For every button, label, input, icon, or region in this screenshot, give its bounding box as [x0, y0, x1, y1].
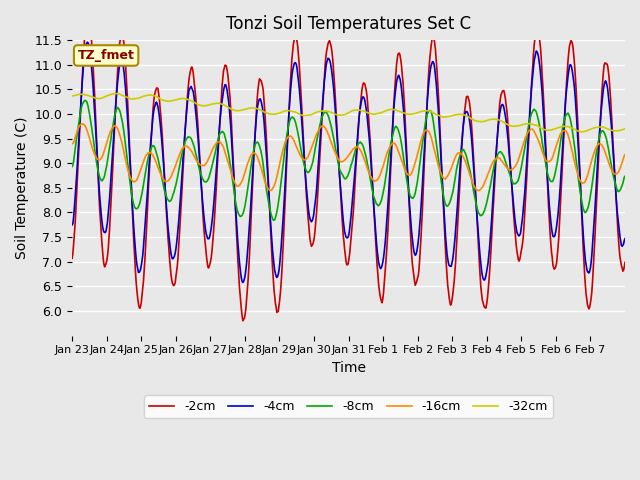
- -2cm: [68, 255, 76, 261]
- -16cm: [236, 182, 243, 188]
- -4cm: [407, 220, 415, 226]
- Y-axis label: Soil Temperature (C): Soil Temperature (C): [15, 117, 29, 259]
- -4cm: [68, 222, 76, 228]
- -16cm: [79, 121, 86, 127]
- -16cm: [475, 188, 483, 193]
- -2cm: [438, 171, 445, 177]
- -8cm: [236, 213, 243, 218]
- -32cm: [437, 113, 445, 119]
- -8cm: [285, 123, 292, 129]
- -8cm: [438, 183, 445, 189]
- -4cm: [239, 279, 247, 285]
- Line: -32cm: -32cm: [72, 94, 625, 132]
- Line: -4cm: -4cm: [72, 42, 625, 282]
- -2cm: [285, 122, 292, 128]
- -8cm: [263, 189, 271, 194]
- -2cm: [407, 239, 415, 245]
- -2cm: [83, 12, 91, 17]
- -16cm: [437, 171, 445, 177]
- -4cm: [264, 168, 271, 174]
- -32cm: [284, 108, 291, 113]
- -32cm: [236, 108, 243, 113]
- -16cm: [68, 141, 76, 147]
- -16cm: [263, 183, 271, 189]
- -4cm: [438, 172, 445, 178]
- -16cm: [284, 134, 291, 140]
- Line: -16cm: -16cm: [72, 124, 625, 191]
- -8cm: [407, 194, 415, 200]
- Line: -8cm: -8cm: [72, 100, 625, 220]
- -2cm: [621, 260, 629, 265]
- -2cm: [264, 158, 271, 164]
- Line: -2cm: -2cm: [72, 14, 625, 321]
- -4cm: [236, 259, 243, 264]
- -2cm: [134, 296, 141, 302]
- -16cm: [134, 175, 141, 180]
- -8cm: [270, 217, 278, 223]
- -32cm: [621, 126, 629, 132]
- -32cm: [112, 91, 120, 96]
- -32cm: [406, 111, 414, 117]
- -4cm: [83, 39, 91, 45]
- -16cm: [621, 152, 629, 157]
- -8cm: [81, 97, 89, 103]
- -8cm: [68, 164, 76, 169]
- -32cm: [68, 93, 76, 99]
- -4cm: [285, 120, 292, 125]
- X-axis label: Time: Time: [332, 361, 365, 375]
- -2cm: [236, 283, 243, 289]
- -8cm: [621, 173, 629, 179]
- -32cm: [263, 110, 271, 116]
- -8cm: [134, 205, 141, 211]
- Title: Tonzi Soil Temperatures Set C: Tonzi Soil Temperatures Set C: [226, 15, 471, 33]
- -32cm: [579, 129, 586, 135]
- Text: TZ_fmet: TZ_fmet: [77, 49, 134, 62]
- -4cm: [134, 266, 141, 272]
- -2cm: [239, 318, 247, 324]
- Legend: -2cm, -4cm, -8cm, -16cm, -32cm: -2cm, -4cm, -8cm, -16cm, -32cm: [145, 395, 553, 418]
- -32cm: [134, 96, 141, 101]
- -4cm: [621, 236, 629, 241]
- -16cm: [406, 172, 414, 178]
